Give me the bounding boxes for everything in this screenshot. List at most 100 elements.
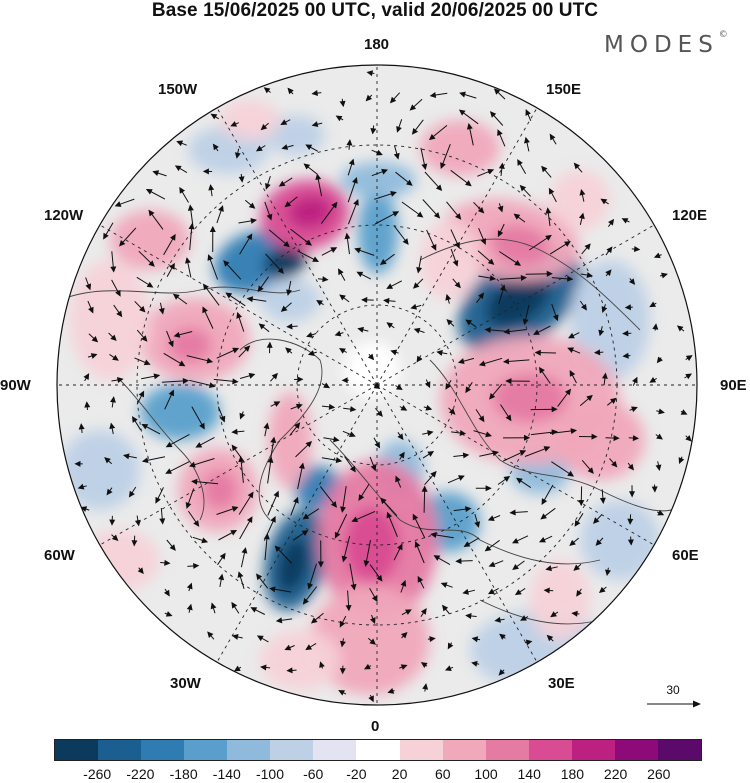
colorbar-segment	[657, 740, 701, 760]
wind-vector-head	[390, 190, 397, 197]
wind-vector-head	[361, 296, 368, 303]
colorbar-tick-label: -220	[126, 766, 155, 782]
wind-vector-head	[653, 252, 661, 259]
wind-vector-head	[305, 644, 313, 651]
wind-vector-head	[132, 416, 138, 423]
wind-vector-head	[631, 406, 638, 413]
wind-vector-head	[173, 331, 181, 338]
wind-vector-head	[263, 87, 271, 94]
wind-vector-head	[210, 602, 217, 610]
wind-vector-head	[477, 206, 485, 214]
wind-vector-head	[591, 433, 598, 440]
wind-vector-head	[685, 355, 693, 361]
wind-vector-head	[273, 490, 279, 498]
wind-vector-head	[366, 70, 374, 77]
wind-vector-head	[302, 597, 309, 605]
wind-vector-head	[106, 488, 113, 496]
wind-vector-head	[610, 397, 617, 405]
wind-vector-head	[369, 617, 376, 624]
wind-vector-head	[392, 211, 400, 217]
wind-vector-head	[232, 378, 239, 385]
wind-vector-head	[307, 350, 315, 356]
wind-vector-head	[624, 304, 632, 311]
wind-vector-head	[247, 491, 254, 499]
wind-vector-head	[497, 230, 504, 238]
lon-label-0: 0	[371, 718, 380, 735]
wind-vector-head	[193, 563, 200, 569]
wind-vector-head	[478, 360, 486, 367]
wind-vector-head	[246, 516, 253, 524]
colorbar-segment	[442, 740, 486, 760]
wind-vector-head	[371, 595, 378, 603]
wind-vector-head	[586, 394, 593, 402]
wind-vector-head	[339, 294, 346, 301]
wind-vector-head	[447, 642, 454, 650]
lon-label-120e: 120E	[672, 207, 708, 224]
wind-vector-head	[231, 506, 239, 512]
wind-vector-head	[280, 305, 288, 312]
wind-vector-head	[513, 213, 521, 220]
wind-vector-head	[305, 144, 313, 151]
wind-vector-head	[153, 373, 161, 380]
wind-vector-head	[270, 515, 276, 523]
wind-vector-head	[269, 586, 276, 593]
wind-vector-head	[396, 125, 402, 133]
wind-vector-head	[678, 457, 685, 464]
wind-vector-head	[543, 587, 550, 594]
wind-vector-head	[484, 545, 492, 552]
wind-vector-head	[633, 246, 641, 253]
wind-vector-head	[627, 518, 634, 525]
wind-vector-head	[584, 243, 591, 251]
wind-vector-head	[286, 323, 293, 330]
wind-vector-head	[445, 382, 452, 390]
wind-vector-head	[571, 610, 578, 617]
wind-vector-head	[303, 163, 311, 170]
wind-vector-head	[545, 207, 552, 214]
wind-vector-head	[111, 534, 119, 542]
colorbar-segment	[227, 740, 271, 760]
wind-vector-head	[579, 188, 586, 196]
wind-vector-head	[606, 246, 613, 254]
wind-vector-head	[232, 347, 240, 354]
colorbar-segment	[528, 740, 572, 760]
wind-vector-head	[231, 601, 238, 609]
wind-vector-head	[427, 430, 434, 436]
lon-label-30e: 30E	[548, 675, 575, 692]
wind-vector-head	[564, 388, 572, 396]
wind-vector-head	[238, 455, 245, 463]
wind-vector-head	[307, 582, 314, 590]
wind-vector-head	[608, 218, 615, 226]
wind-vector-head	[573, 162, 581, 170]
wind-vector-head	[685, 435, 692, 442]
wind-vector-head	[680, 409, 688, 415]
wind-vector-head	[595, 539, 602, 546]
wind-vector-head	[169, 233, 176, 241]
wind-vector-head	[444, 665, 452, 671]
wind-vector-head	[293, 496, 299, 504]
wind-vector-head	[567, 470, 575, 477]
wind-vector-head	[186, 582, 193, 590]
wind-vector-head	[219, 552, 226, 560]
wind-vector-head	[621, 218, 629, 224]
wind-vector-head	[363, 560, 370, 567]
wind-vector-head	[512, 563, 519, 570]
wind-vector-head	[622, 330, 629, 337]
wind-vector-head	[305, 239, 313, 246]
wind-vector-head	[345, 604, 352, 612]
wind-vector-head	[353, 198, 359, 206]
wind-vector-head	[131, 540, 138, 547]
wind-vector-head	[604, 569, 611, 577]
wind-vector-head	[488, 561, 496, 568]
wind-vector-head	[445, 293, 452, 301]
wind-vector-head	[376, 574, 383, 582]
wind-vector-head	[430, 244, 437, 251]
wind-vector-head	[264, 182, 271, 190]
colorbar-tick-label: 140	[517, 766, 541, 782]
wind-vector-head	[593, 517, 600, 524]
wind-vector-head	[349, 465, 356, 473]
brand-text: MODES	[604, 32, 719, 58]
anomaly-field	[57, 65, 697, 705]
wind-vector-head	[231, 444, 238, 452]
wind-vector-head	[315, 173, 322, 181]
wind-vector-head	[122, 453, 130, 460]
